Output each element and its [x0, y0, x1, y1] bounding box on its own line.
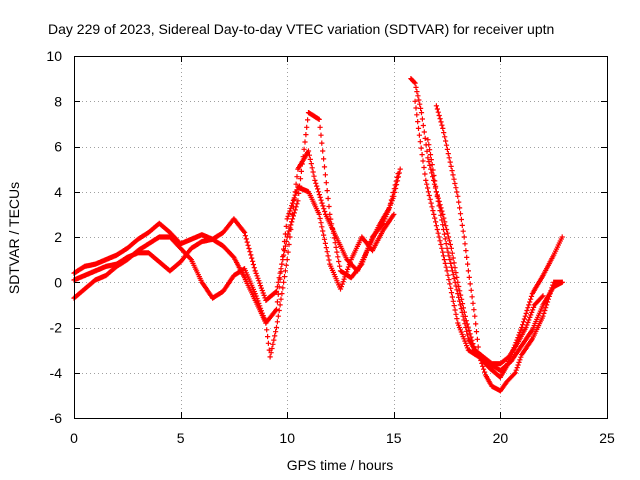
x-axis-label: GPS time / hours [287, 457, 394, 473]
y-axis-label: SDTVAR / TECUs [6, 182, 22, 294]
series-track-7 [425, 137, 546, 367]
y-tick-label: -6 [50, 410, 63, 426]
axis-ticks: 0 5 10 15 20 25 -6 -4 -2 0 2 4 6 8 10 [46, 48, 615, 446]
x-tick-label: 15 [386, 430, 402, 446]
series-track-5 [412, 98, 565, 374]
x-tick-label: 5 [177, 430, 185, 446]
y-tick-label: -4 [50, 365, 63, 381]
data-points [71, 76, 565, 394]
x-tick-label: 25 [599, 430, 615, 446]
y-tick-label: 4 [54, 184, 62, 200]
data-point-markers [412, 98, 565, 374]
data-point-markers [408, 76, 565, 380]
chart-title: Day 229 of 2023, Sidereal Day-to-day VTE… [48, 21, 554, 37]
y-tick-label: 0 [54, 274, 62, 290]
y-tick-label: 10 [46, 48, 62, 64]
series-track-6 [433, 103, 565, 394]
data-point-markers [433, 103, 565, 394]
x-tick-label: 0 [70, 430, 78, 446]
y-tick-label: -2 [50, 320, 63, 336]
x-tick-label: 20 [493, 430, 509, 446]
y-tick-label: 6 [54, 139, 62, 155]
data-point-markers [425, 137, 546, 367]
grid-lines [74, 56, 607, 418]
series-track-4 [408, 76, 565, 380]
x-tick-label: 10 [279, 430, 295, 446]
y-tick-label: 8 [54, 93, 62, 109]
y-tick-label: 2 [54, 229, 62, 245]
